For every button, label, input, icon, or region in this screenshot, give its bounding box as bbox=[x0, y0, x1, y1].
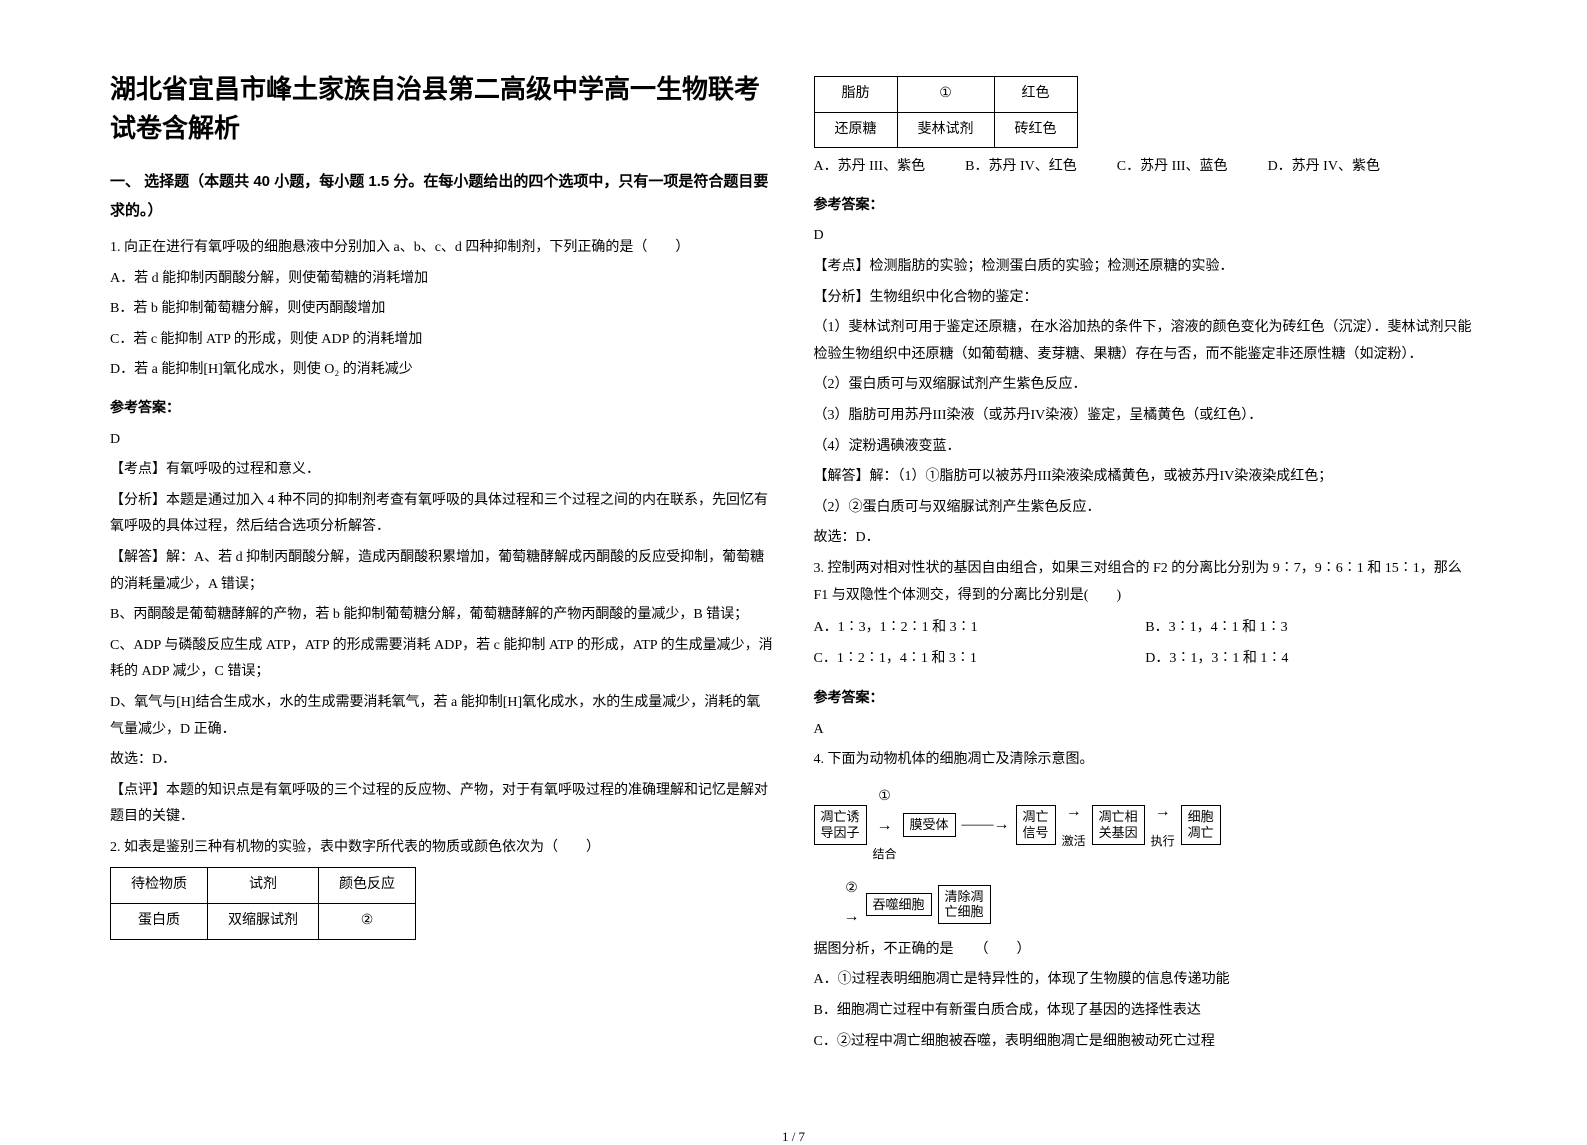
right-column: 脂肪 ① 红色 还原糖 斐林试剂 砖红色 A．苏丹 III、紫色 B．苏丹 IV… bbox=[794, 70, 1498, 1059]
q3-stem: 3. 控制两对相对性状的基因自由组合，如果三对组合的 F2 的分离比分别为 9∶… bbox=[814, 556, 1478, 609]
q1-answer-label: 参考答案： bbox=[110, 394, 774, 421]
arrow-icon: → bbox=[1155, 797, 1171, 827]
q2-jd1: 【解答】解：（1）①脂肪可以被苏丹III染液染成橘黄色，或被苏丹IV染液染成红色… bbox=[814, 464, 1478, 491]
table-cell: 试剂 bbox=[208, 868, 319, 904]
flow-text: 凋亡 bbox=[1023, 809, 1049, 824]
q2-table-right: 脂肪 ① 红色 还原糖 斐林试剂 砖红色 bbox=[814, 76, 1078, 148]
flow-circ-2: ② bbox=[845, 876, 858, 903]
q1-jieda-3: C、ADP 与磷酸反应生成 ATP，ATP 的形成需要消耗 ADP，若 c 能抑… bbox=[110, 633, 774, 686]
flow-sub-1: 结合 bbox=[873, 843, 897, 866]
flow-text: 亡细胞 bbox=[945, 904, 984, 919]
flow-box-phagocyte: 吞噬细胞 bbox=[866, 893, 932, 917]
page-footer: 1 / 7 bbox=[0, 1129, 1587, 1145]
q2-option-d: D．苏丹 IV、紫色 bbox=[1268, 154, 1380, 181]
flow-box-apoptosis: 细胞 凋亡 bbox=[1181, 805, 1221, 844]
table-cell: ① bbox=[897, 77, 994, 113]
q2-fx3: （3）脂肪可用苏丹III染液（或苏丹IV染液）鉴定，呈橘黄色（或红色）． bbox=[814, 403, 1478, 430]
flow-label-2: ② → bbox=[844, 876, 860, 933]
table-cell: 待检物质 bbox=[111, 868, 208, 904]
q3-option-d: D．3∶1，3∶1 和 1∶4 bbox=[1145, 644, 1477, 675]
q2-fx4: （4）淀粉遇碘液变蓝． bbox=[814, 434, 1478, 461]
q2-option-b: B．苏丹 IV、红色 bbox=[965, 154, 1077, 181]
q3-answer: A bbox=[814, 717, 1478, 744]
flow-sub-4: 执行 bbox=[1151, 830, 1175, 853]
table-cell: 脂肪 bbox=[814, 77, 897, 113]
q3-option-a: A．1∶3，1∶2∶1 和 3∶1 bbox=[814, 613, 1146, 644]
q1-option-b: B．若 b 能抑制葡萄糖分解，则使丙酮酸增加 bbox=[110, 296, 774, 323]
flow-box-gene: 凋亡相 关基因 bbox=[1092, 805, 1145, 844]
flow-text: 清除凋 bbox=[945, 889, 984, 904]
q4-flow-row1: 凋亡诱 导因子 ① → 结合 膜受体 ——→ 凋亡 信号 → 激活 凋亡相 关基… bbox=[814, 784, 1478, 866]
q2-fenxi-head: 【分析】生物组织中化合物的鉴定： bbox=[814, 285, 1478, 312]
q1-gu: 故选：D． bbox=[110, 747, 774, 774]
flow-text: 细胞 bbox=[1188, 809, 1214, 824]
arrow-icon: → bbox=[1066, 797, 1082, 827]
q1-stem: 1. 向正在进行有氧呼吸的细胞悬液中分别加入 a、b、c、d 四种抑制剂，下列正… bbox=[110, 235, 774, 262]
flow-sub-3: 激活 bbox=[1062, 830, 1086, 853]
table-cell: 颜色反应 bbox=[319, 868, 416, 904]
section-1-head: 一、 选择题（本题共 40 小题，每小题 1.5 分。在每小题给出的四个选项中，… bbox=[110, 168, 774, 225]
q2-answer: D bbox=[814, 223, 1478, 250]
q1-option-c: C．若 c 能抑制 ATP 的形成，则使 ADP 的消耗增加 bbox=[110, 327, 774, 354]
q1-jieda-1: 【解答】解：A、若 d 抑制丙酮酸分解，造成丙酮酸积累增加，葡萄糖酵解成丙酮酸的… bbox=[110, 545, 774, 598]
flow-box-signal: 凋亡 信号 bbox=[1016, 805, 1056, 844]
flow-box-clear: 清除凋 亡细胞 bbox=[938, 885, 991, 924]
document-title: 湖北省宜昌市峰土家族自治县第二高级中学高一生物联考试卷含解析 bbox=[110, 70, 774, 148]
flow-text: 凋亡 bbox=[1188, 825, 1214, 840]
q4-flow-row2: ② → 吞噬细胞 清除凋 亡细胞 bbox=[844, 876, 1478, 933]
q2-gu: 故选：D． bbox=[814, 525, 1478, 552]
q1-option-a: A．若 d 能抑制丙酮酸分解，则使葡萄糖的消耗增加 bbox=[110, 266, 774, 293]
q3-options: A．1∶3，1∶2∶1 和 3∶1 B．3∶1，4∶1 和 1∶3 C．1∶2∶… bbox=[814, 613, 1478, 674]
q2-fx2: （2）蛋白质可与双缩脲试剂产生紫色反应． bbox=[814, 372, 1478, 399]
q2-jd2: （2）②蛋白质可与双缩脲试剂产生紫色反应． bbox=[814, 495, 1478, 522]
q2-fx1: （1）斐林试剂可用于鉴定还原糖，在水浴加热的条件下，溶液的颜色变化为砖红色（沉淀… bbox=[814, 315, 1478, 368]
flow-text: 凋亡相 bbox=[1099, 809, 1138, 824]
q4-after: 据图分析，不正确的是 （ ） bbox=[814, 937, 1478, 964]
flow-label-4: → 执行 bbox=[1151, 797, 1175, 852]
arrow-icon: ——→ bbox=[962, 810, 1010, 840]
flow-text: 关基因 bbox=[1099, 825, 1138, 840]
q1-option-d: D．若 a 能抑制[H]氧化成水，则使 O₂ 的消耗减少 bbox=[110, 357, 774, 384]
left-column: 湖北省宜昌市峰土家族自治县第二高级中学高一生物联考试卷含解析 一、 选择题（本题… bbox=[90, 70, 794, 1059]
table-cell: 砖红色 bbox=[994, 112, 1077, 148]
table-cell: 斐林试剂 bbox=[897, 112, 994, 148]
arrow-icon: → bbox=[844, 902, 860, 932]
table-cell: ② bbox=[319, 904, 416, 940]
q1-jieda-2: B、丙酮酸是葡萄糖酵解的产物，若 b 能抑制葡萄糖分解，葡萄糖酵解的产物丙酮酸的… bbox=[110, 602, 774, 629]
q4-option-b: B．细胞凋亡过程中有新蛋白质合成，体现了基因的选择性表达 bbox=[814, 998, 1478, 1025]
q2-kaodian: 【考点】检测脂肪的实验；检测蛋白质的实验；检测还原糖的实验． bbox=[814, 254, 1478, 281]
q2-stem: 2. 如表是鉴别三种有机物的实验，表中数字所代表的物质或颜色依次为（ ） bbox=[110, 835, 774, 862]
q1-dianping: 【点评】本题的知识点是有氧呼吸的三个过程的反应物、产物，对于有氧呼吸过程的准确理… bbox=[110, 778, 774, 831]
q1-fenxi: 【分析】本题是通过加入 4 种不同的抑制剂考查有氧呼吸的具体过程和三个过程之间的… bbox=[110, 488, 774, 541]
table-cell: 双缩脲试剂 bbox=[208, 904, 319, 940]
flow-text: 信号 bbox=[1023, 825, 1049, 840]
q4-option-c: C．②过程中凋亡细胞被吞噬，表明细胞凋亡是细胞被动死亡过程 bbox=[814, 1029, 1478, 1056]
flow-circ-1: ① bbox=[878, 784, 891, 811]
table-cell: 还原糖 bbox=[814, 112, 897, 148]
flow-box-inducer: 凋亡诱 导因子 bbox=[814, 805, 867, 844]
q2-option-a: A．苏丹 III、紫色 bbox=[814, 154, 926, 181]
q2-table-left: 待检物质 试剂 颜色反应 蛋白质 双缩脲试剂 ② bbox=[110, 867, 416, 939]
flow-label-1: ① → 结合 bbox=[873, 784, 897, 866]
q3-option-b: B．3∶1，4∶1 和 1∶3 bbox=[1145, 613, 1477, 644]
flow-label-3: → 激活 bbox=[1062, 797, 1086, 852]
q3-option-c: C．1∶2∶1，4∶1 和 3∶1 bbox=[814, 644, 1146, 675]
q1-answer: D bbox=[110, 427, 774, 454]
q3-answer-label: 参考答案： bbox=[814, 684, 1478, 711]
arrow-icon: → bbox=[877, 811, 893, 841]
flow-box-receptor: 膜受体 bbox=[903, 813, 956, 837]
table-cell: 蛋白质 bbox=[111, 904, 208, 940]
table-cell: 红色 bbox=[994, 77, 1077, 113]
flow-text: 凋亡诱 bbox=[821, 809, 860, 824]
flow-text: 导因子 bbox=[821, 825, 860, 840]
q2-options: A．苏丹 III、紫色 B．苏丹 IV、红色 C．苏丹 III、蓝色 D．苏丹 … bbox=[814, 154, 1478, 181]
q4-stem: 4. 下面为动物机体的细胞凋亡及清除示意图。 bbox=[814, 747, 1478, 774]
q4-option-a: A．①过程表明细胞凋亡是特异性的，体现了生物膜的信息传递功能 bbox=[814, 967, 1478, 994]
q1-kaodian: 【考点】有氧呼吸的过程和意义． bbox=[110, 457, 774, 484]
q2-answer-label: 参考答案： bbox=[814, 191, 1478, 218]
q1-jieda-4: D、氧气与[H]结合生成水，水的生成需要消耗氧气，若 a 能抑制[H]氧化成水，… bbox=[110, 690, 774, 743]
q2-option-c: C．苏丹 III、蓝色 bbox=[1117, 154, 1228, 181]
